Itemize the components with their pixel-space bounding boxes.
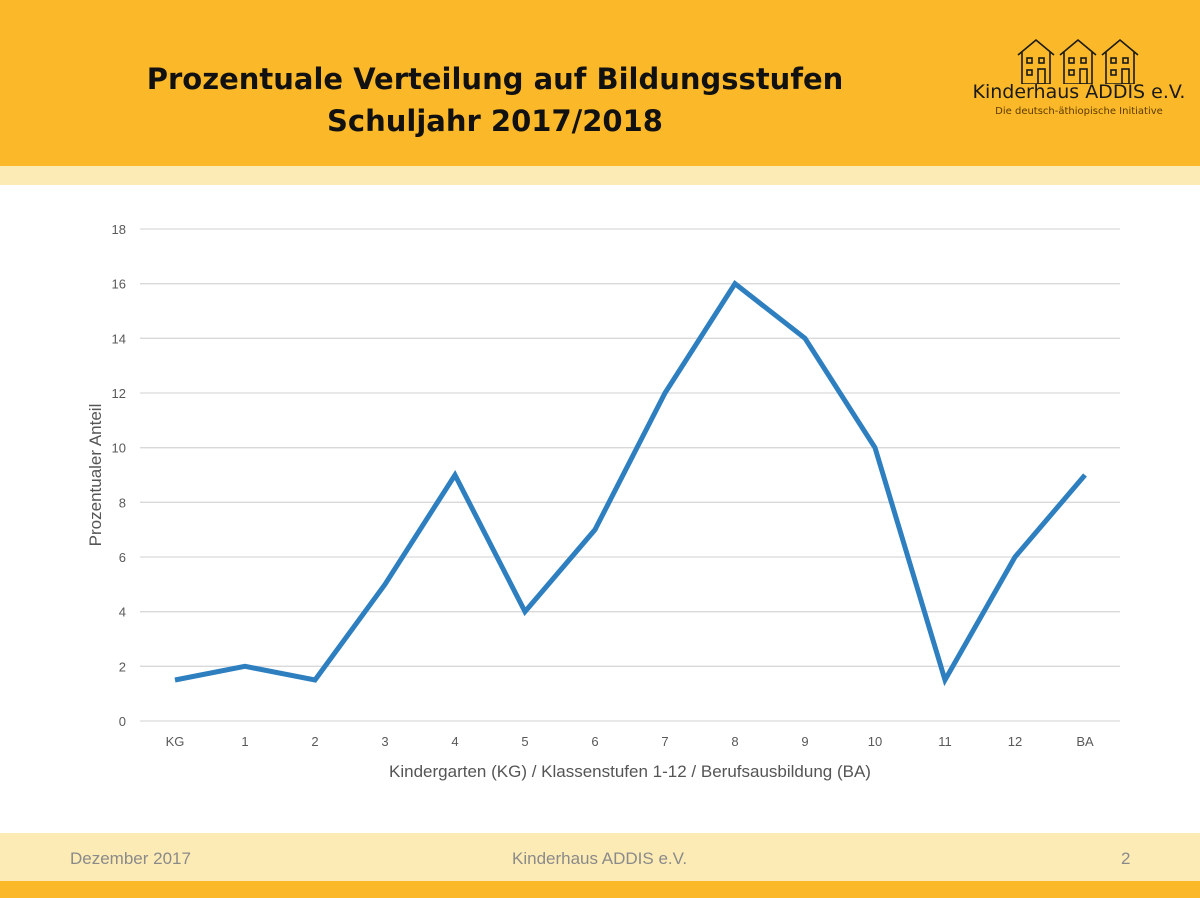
header-band [0,166,1200,185]
y-axis-label: Prozentualer Anteil [86,404,105,547]
x-tick-label: 12 [1008,734,1022,749]
y-tick-label: 4 [119,605,126,620]
y-tick-label: 18 [112,222,126,237]
x-tick-label: 2 [311,734,318,749]
y-tick-label: 6 [119,550,126,565]
y-tick-label: 14 [112,331,126,346]
y-tick-label: 2 [119,659,126,674]
y-tick-label: 8 [119,495,126,510]
bottom-bar [0,881,1200,898]
footer-org: Kinderhaus ADDIS e.V. [512,849,688,868]
x-axis-label: Kindergarten (KG) / Klassenstufen 1-12 /… [389,762,871,781]
title-line-1: Prozentuale Verteilung auf Bildungsstufe… [146,62,844,96]
x-tick-label: 5 [521,734,528,749]
y-tick-label: 0 [119,714,126,729]
logo-tagline: Die deutsch-äthiopische Initiative [995,106,1163,117]
series-line [174,280,1087,687]
footer: Dezember 2017 Kinderhaus ADDIS e.V. 2 [0,833,1200,881]
logo: Kinderhaus ADDIS e.V. Die deutsch-äthiop… [968,36,1190,122]
x-tick-label: 7 [661,734,668,749]
footer-date: Dezember 2017 [70,849,191,868]
x-tick-label: 10 [868,734,882,749]
logo-name: Kinderhaus ADDIS e.V. [972,81,1186,103]
title-line-2: Schuljahr 2017/2018 [327,104,663,138]
header-bar [0,0,1200,166]
page-number: 2 [1121,849,1131,868]
y-tick-label: 10 [112,441,126,456]
x-tick-label: KG [166,734,185,749]
x-tick-label: 1 [241,734,248,749]
y-tick-label: 16 [112,277,126,292]
x-tick-label: 11 [938,734,952,749]
x-tick-label: 4 [451,734,458,749]
houses-icon [1017,38,1139,85]
slide-title: Prozentuale Verteilung auf Bildungsstufe… [0,58,990,142]
x-tick-label: 8 [731,734,738,749]
x-tick-label: BA [1076,734,1094,749]
x-tick-label: 9 [801,734,808,749]
x-tick-label: 3 [381,734,388,749]
y-tick-label: 12 [112,386,126,401]
x-tick-label: 6 [591,734,598,749]
